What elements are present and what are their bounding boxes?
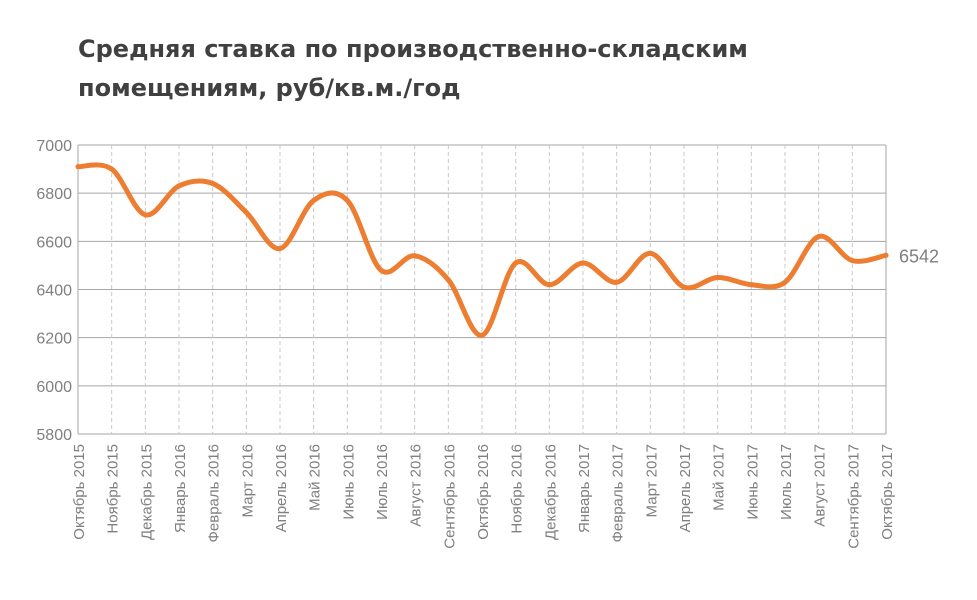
y-tick-label: 6800 <box>36 186 72 203</box>
data-labels: 6542 <box>899 246 939 266</box>
data-point <box>109 166 115 172</box>
x-tick-label: Октябрь 2015 <box>71 444 88 540</box>
y-tick-label: 6200 <box>36 331 72 348</box>
x-tick-label: Сентябрь 2016 <box>441 444 458 549</box>
x-tick-label: Ноябрь 2015 <box>105 444 122 534</box>
data-point <box>782 279 788 285</box>
x-tick-label: Декабрь 2015 <box>138 444 155 540</box>
x-tick-label: Апрель 2017 <box>677 444 694 532</box>
x-tick-label: Ноябрь 2016 <box>509 444 526 534</box>
data-point <box>445 277 451 283</box>
data-point <box>210 181 216 187</box>
x-tick-label: Июль 2016 <box>374 444 391 520</box>
x-tick-label: Май 2016 <box>307 444 324 511</box>
data-point <box>513 260 519 266</box>
data-point <box>311 197 317 203</box>
x-tick-label: Октябрь 2017 <box>879 444 896 540</box>
x-tick-label: Октябрь 2016 <box>475 444 492 540</box>
x-tick-label: Январь 2016 <box>172 444 189 533</box>
gridlines <box>78 144 886 435</box>
x-tick-label: Июнь 2016 <box>340 444 357 520</box>
y-axis-tick-labels: 5800 6000 6200 6400 6600 6800 7000 <box>36 138 72 444</box>
x-tick-label: Март 2016 <box>239 444 256 517</box>
chart-title: Средняя ставка по производственно-складс… <box>78 35 748 102</box>
data-point <box>412 253 418 259</box>
data-point <box>479 332 485 338</box>
data-point <box>681 284 687 290</box>
data-point <box>546 282 552 288</box>
data-point <box>748 282 754 288</box>
x-tick-label: Апрель 2016 <box>273 444 290 532</box>
data-point <box>75 164 81 170</box>
x-tick-label: Февраль 2017 <box>610 444 627 543</box>
x-tick-label: Март 2017 <box>643 444 660 517</box>
y-tick-label: 6600 <box>36 234 72 251</box>
data-label: 6542 <box>899 246 939 266</box>
y-tick-label: 6400 <box>36 283 72 300</box>
x-tick-label: Август 2017 <box>812 444 829 527</box>
y-tick-label: 5800 <box>36 427 72 444</box>
x-tick-label: Июнь 2017 <box>744 444 761 520</box>
data-point <box>243 209 249 215</box>
data-point <box>614 279 620 285</box>
data-point <box>580 260 586 266</box>
data-point <box>277 246 283 252</box>
series-layer <box>75 162 889 338</box>
data-point <box>142 212 148 218</box>
x-tick-label: Май 2017 <box>711 444 728 511</box>
data-point <box>344 197 350 203</box>
x-tick-label: Август 2016 <box>408 444 425 527</box>
x-tick-label: Январь 2017 <box>576 444 593 533</box>
data-point <box>647 250 653 256</box>
y-tick-label: 6000 <box>36 379 72 396</box>
data-point <box>883 252 889 258</box>
x-tick-label: Сентябрь 2017 <box>845 444 862 549</box>
data-point <box>378 267 384 273</box>
x-tick-label: Февраль 2016 <box>206 444 223 543</box>
data-point <box>849 258 855 264</box>
y-tick-label: 7000 <box>36 138 72 155</box>
data-point <box>715 274 721 280</box>
plot-frame <box>77 145 887 434</box>
data-point <box>816 234 822 240</box>
data-point <box>176 183 182 189</box>
x-tick-label: Июль 2017 <box>778 444 795 520</box>
x-axis-tick-labels: Октябрь 2015 Ноябрь 2015 Декабрь 2015 Январ… <box>71 444 896 549</box>
x-tick-label: Декабрь 2016 <box>542 444 559 540</box>
